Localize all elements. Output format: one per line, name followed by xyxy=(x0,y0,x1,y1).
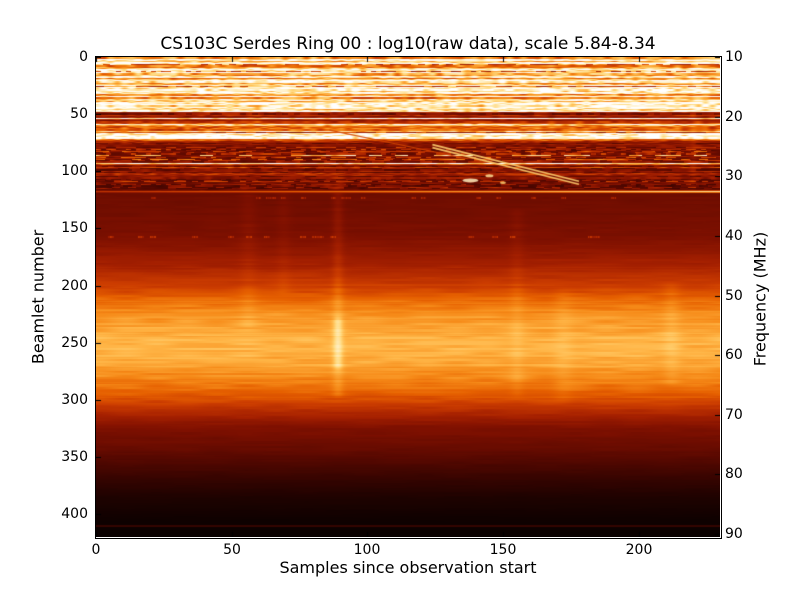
y-right-tick-label: 70 xyxy=(725,407,743,423)
y-left-tick-label: 150 xyxy=(61,220,88,236)
chart-title: CS103C Serdes Ring 00 : log10(raw data),… xyxy=(160,34,656,54)
y-left-tick-label: 100 xyxy=(61,163,88,179)
y-left-tick-label: 0 xyxy=(79,49,88,65)
x-tick-label: 0 xyxy=(91,542,101,558)
y-right-tick-label: 30 xyxy=(725,168,743,184)
y-right-tick-label: 20 xyxy=(725,109,743,125)
y-left-tick-label: 350 xyxy=(61,449,88,465)
y-right-tick-label: 90 xyxy=(725,526,743,542)
x-axis-label: Samples since observation start xyxy=(279,558,537,577)
y-left-tick-label: 250 xyxy=(61,335,88,351)
x-tick-label: 50 xyxy=(223,542,241,558)
y-left-tick-label: 400 xyxy=(61,506,88,522)
x-tick-label: 100 xyxy=(353,542,381,558)
x-tick-label: 150 xyxy=(489,542,517,558)
y-right-tick-label: 60 xyxy=(725,347,743,363)
y-left-tick-label: 300 xyxy=(61,392,88,408)
y-axis-label-right: Frequency (MHz) xyxy=(750,231,770,367)
y-axis-label-left: Beamlet number xyxy=(28,229,48,365)
spectrogram-canvas xyxy=(96,57,720,537)
y-right-tick-label: 40 xyxy=(725,228,743,244)
y-left-tick-label: 50 xyxy=(70,106,88,122)
x-tick-label: 200 xyxy=(625,542,653,558)
y-left-tick-label: 200 xyxy=(61,278,88,294)
y-right-tick-label: 50 xyxy=(725,288,743,304)
y-right-tick-label: 80 xyxy=(725,466,743,482)
y-right-tick-label: 10 xyxy=(725,49,743,65)
